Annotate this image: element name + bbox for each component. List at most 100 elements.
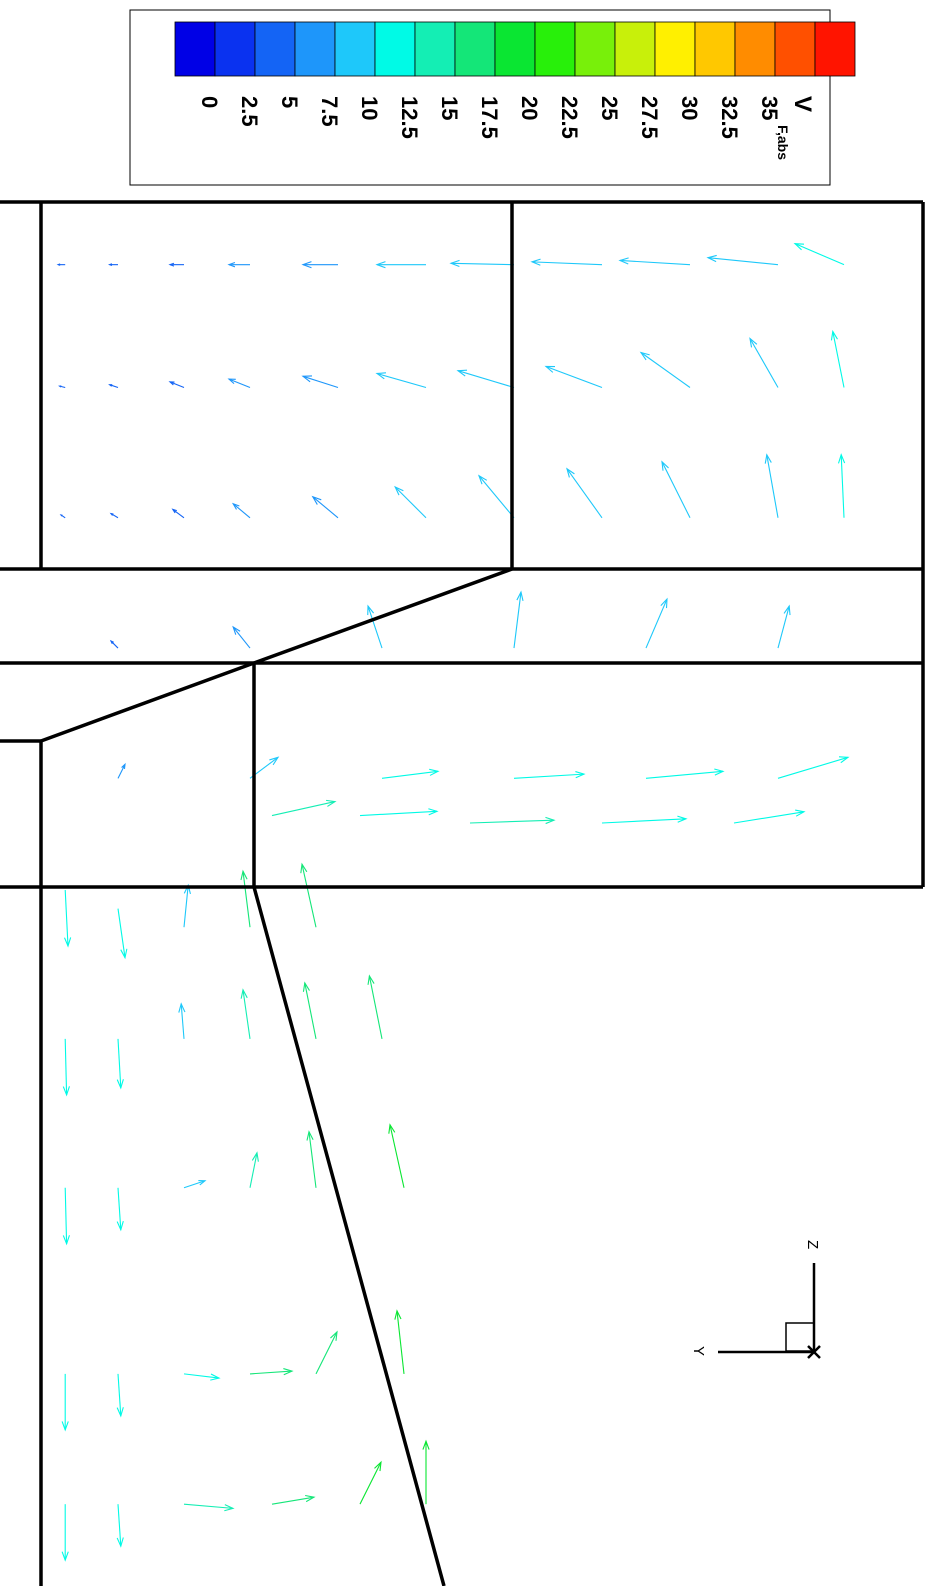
velocity-arrow [456, 369, 515, 389]
colorbar-title-subscript: F,abs [775, 125, 791, 160]
diagonal-lower [40, 661, 255, 743]
velocity-vectors [56, 243, 850, 1562]
velocity-arrow [513, 590, 524, 649]
colorbar-tick-label: 25 [597, 96, 622, 120]
velocity-arrow [367, 974, 383, 1039]
velocity-arrow [837, 453, 846, 518]
velocity-arrow [178, 1002, 186, 1039]
velocity-arrow [375, 261, 426, 269]
velocity-arrow [422, 1439, 430, 1505]
velocity-arrow [477, 474, 515, 519]
z-axis-label: Z [804, 1240, 821, 1249]
velocity-arrow [61, 1373, 69, 1432]
velocity-arrow [449, 259, 515, 268]
velocity-arrow [793, 243, 845, 266]
velocity-arrow [249, 1368, 294, 1376]
colorbar-cell [334, 21, 376, 77]
axes-triad [718, 1263, 821, 1359]
velocity-arrow [62, 1038, 70, 1097]
velocity-arrow [116, 1373, 124, 1418]
velocity-arrow [56, 263, 66, 266]
velocity-arrow [315, 1330, 338, 1375]
velocity-arrow [107, 263, 118, 267]
velocity-arrow [639, 351, 691, 388]
colorbar-labels: 0 2.5 5 7.5 10 12.5 15 17.5 20 22.5 25 27.5 30 32.5 35 [197, 96, 782, 139]
velocity-arrow [359, 1460, 382, 1505]
colorbar-cell [494, 21, 536, 77]
velocity-arrow [513, 771, 586, 779]
velocity-arrow [733, 809, 806, 824]
velocity-arrow [62, 1187, 70, 1246]
velocity-arrow [359, 808, 439, 817]
velocity-arrow [63, 889, 72, 948]
velocity-arrow [116, 1504, 124, 1548]
colorbar-tick-label: 20 [517, 96, 542, 120]
colorbar-cell [414, 21, 456, 77]
colorbar-tick-label: 22.5 [557, 96, 582, 139]
colorbar-tick-label: 12.5 [397, 96, 422, 139]
velocity-arrow [367, 604, 383, 649]
colorbar-tick-label: 35 [757, 96, 782, 120]
colorbar-cell [574, 21, 616, 77]
velocity-arrow [301, 261, 338, 269]
velocity-arrow [394, 485, 427, 519]
triad-corner-box [785, 1322, 815, 1352]
velocity-arrow [645, 768, 725, 779]
velocity-arrow [116, 1187, 124, 1232]
velocity-arrow [530, 258, 603, 266]
colorbar-legend: 0 2.5 5 7.5 10 12.5 15 17.5 20 22.5 25 27.5 30 32.5 35… [129, 9, 856, 186]
velocity-arrow [381, 768, 440, 779]
velocity-arrow [240, 988, 251, 1039]
velocity-arrow [375, 372, 427, 389]
colorbar-cell [214, 21, 256, 77]
velocity-arrow [183, 1373, 221, 1381]
velocity-arrow [830, 329, 845, 388]
colorbar-tick-label: 17.5 [477, 96, 502, 139]
velocity-arrow [227, 261, 250, 268]
velocity-arrow [108, 384, 119, 389]
colorbar-tick-label: 5 [277, 96, 302, 108]
colorbar-cell [734, 21, 776, 77]
colorbar-cell [374, 21, 416, 77]
velocity-arrow [302, 981, 317, 1039]
velocity-arrow [171, 508, 185, 519]
velocity-arrow [469, 816, 556, 825]
colorbar-cell [454, 21, 496, 77]
colorbar-cell [174, 21, 216, 77]
velocity-arrow [109, 512, 119, 519]
colorbar-cell [294, 21, 336, 77]
domain-outline [0, 200, 925, 1586]
colorbar-tick-label: 27.5 [637, 96, 662, 139]
velocity-arrow [661, 460, 691, 519]
velocity-arrow [566, 467, 603, 519]
velocity-arrow [618, 257, 691, 266]
velocity-arrow [777, 756, 850, 779]
velocity-arrow [394, 1309, 405, 1374]
colorbar-cell [254, 21, 296, 77]
diagonal-upper [253, 567, 513, 665]
velocity-arrow [232, 625, 251, 649]
colorbar-tick-label: 15 [437, 96, 462, 120]
velocity-arrow [117, 762, 126, 779]
colorbar-tick-label: 10 [357, 96, 382, 120]
velocity-arrow [306, 1130, 317, 1188]
velocity-arrow [271, 799, 337, 817]
velocity-arrow [300, 862, 317, 928]
colorbar-cell [694, 21, 736, 77]
colorbar-cell [654, 21, 696, 77]
velocity-arrow [777, 604, 791, 649]
velocity-arrow [168, 262, 184, 267]
velocity-arrow [227, 378, 251, 389]
colorbar-cells [174, 21, 856, 77]
velocity-arrow [58, 385, 66, 389]
velocity-arrow [183, 1180, 207, 1189]
colorbar-cell [814, 21, 856, 77]
velocity-arrow [183, 1503, 235, 1512]
velocity-arrow [59, 514, 66, 519]
velocity-arrow [168, 381, 185, 389]
colorbar-cell [774, 21, 816, 77]
velocity-arrow [109, 639, 119, 649]
velocity-arrow [249, 1151, 259, 1188]
velocity-arrow [240, 869, 251, 928]
